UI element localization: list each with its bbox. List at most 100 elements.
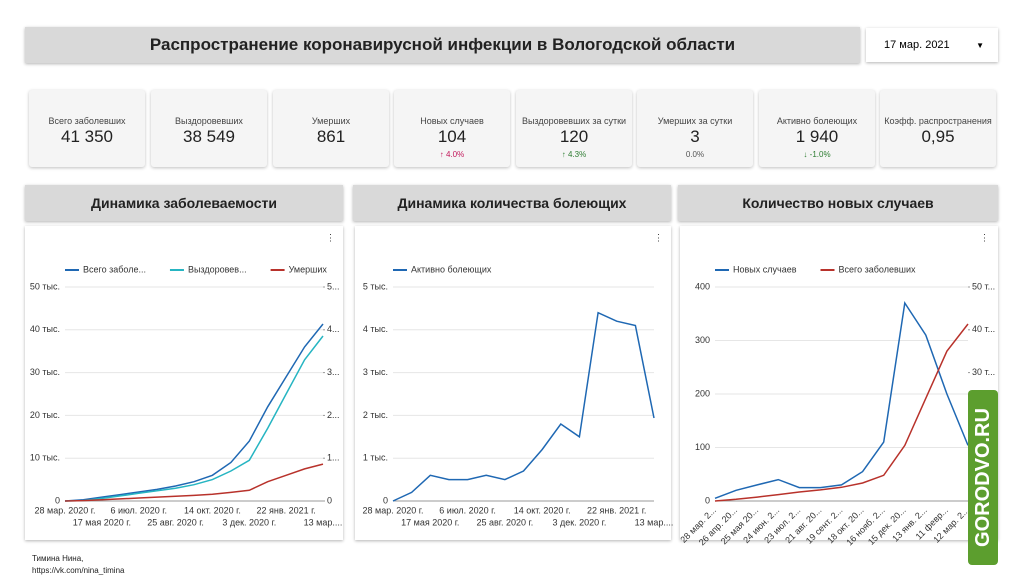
arrow-up: ↑ — [439, 150, 446, 159]
y-tick-label: 200 — [695, 388, 710, 398]
kpi-value: 104 — [437, 127, 467, 146]
date-text: 17 мар. 2021 — [884, 39, 950, 51]
y-tick-label: 20 тыс. — [30, 410, 60, 420]
y2-tick-label: 5... — [327, 281, 340, 291]
y-tick-label: 300 — [695, 335, 710, 345]
y-tick-label: 0 — [55, 495, 60, 505]
legend-label: Новых случаев — [733, 264, 797, 274]
series-line — [714, 300, 969, 500]
legend-label: Выздоровев... — [188, 264, 247, 274]
y-tick-label: 30 тыс. — [30, 367, 60, 377]
y-tick-label: 1 тыс. — [363, 453, 388, 463]
footer-author: Тимина Нина, — [32, 554, 84, 563]
footer: Тимина Нина, https://vk.com/nina_timina — [32, 553, 124, 577]
date-picker[interactable]: 17 мар. 2021 ▼ — [866, 28, 998, 62]
kpi-label: Коэфф. распространения — [884, 116, 992, 126]
delta-text: 4.0% — [446, 150, 465, 159]
kpi-card: Новых случаев 104 ↑ 4.0% — [394, 90, 510, 167]
watermark-box: GORODVO.RU — [968, 390, 998, 565]
x-tick-label: 13 мар.... — [304, 517, 343, 527]
x-tick-label: 17 мая 2020 г. — [73, 517, 131, 527]
x-tick-label: 14 окт. 2020 г. — [184, 505, 241, 515]
series-line — [64, 463, 324, 502]
x-tick-label: 6 июл. 2020 г. — [439, 505, 496, 515]
y2-tick-label: 40 т... — [972, 324, 995, 334]
kpi-delta: 0.0% — [637, 150, 753, 159]
legend-label: Всего заболе... — [83, 264, 146, 274]
series-line — [392, 311, 655, 502]
legend-label: Всего заболевших — [839, 264, 916, 274]
kpi-card: Активно болеющих 1 940 ↓ -1.0% — [759, 90, 875, 167]
footer-link[interactable]: https://vk.com/nina_timina — [32, 566, 125, 575]
y-tick-label: 0 — [705, 495, 710, 505]
kpi-value: 38 549 — [183, 127, 235, 146]
x-tick-label: 25 авг. 2020 г. — [147, 517, 204, 527]
kpi-label: Новых случаев — [420, 116, 484, 126]
kpi-value: 3 — [690, 127, 700, 146]
y-tick-label: 4 тыс. — [363, 324, 388, 334]
dropdown-icon: ▼ — [976, 40, 984, 50]
series-line — [64, 323, 324, 502]
x-tick-label: 25 авг. 2020 г. — [477, 517, 534, 527]
y2-tick-label: 50 т... — [972, 281, 995, 291]
x-tick-label: 22 янв. 2021 г. — [256, 505, 315, 515]
menu-icon[interactable]: ⋮ — [654, 232, 663, 242]
arrow-down: ↓ — [803, 150, 810, 159]
kpi-label: Умерших за сутки — [657, 116, 733, 126]
y-tick-label: 3 тыс. — [363, 367, 388, 377]
y2-tick-label: 4... — [327, 324, 340, 334]
menu-icon[interactable]: ⋮ — [980, 232, 989, 242]
kpi-value: 1 940 — [795, 127, 839, 146]
kpi-value: 41 350 — [61, 127, 113, 146]
y2-tick-label: 2... — [327, 410, 340, 420]
x-tick-label: 3 дек. 2020 г. — [552, 517, 606, 527]
kpi-delta: ↓ -1.0% — [759, 150, 875, 159]
kpi-delta: ↑ 4.0% — [394, 150, 510, 159]
legend-label: Умерших — [289, 264, 328, 274]
delta-text: -1.0% — [809, 150, 831, 159]
y-tick-label: 0 — [383, 495, 388, 505]
kpi-card: Коэфф. распространения 0,95 — [880, 90, 996, 167]
x-tick-label: 22 янв. 2021 г. — [587, 505, 646, 515]
legend-label: Активно болеющих — [411, 264, 492, 274]
kpi-label: Всего заболевших — [48, 116, 126, 126]
watermark: GORODVO.RU — [971, 408, 994, 547]
header-title: Распространение коронавирусной инфекции … — [25, 27, 860, 63]
kpi-label: Активно болеющих — [776, 116, 858, 126]
arrow-up: ↑ — [561, 150, 568, 159]
series-line — [64, 335, 324, 502]
chart-card — [25, 226, 343, 540]
section-title: Динамика заболеваемости — [25, 185, 343, 221]
x-tick-label: 13 мар.... — [635, 517, 674, 527]
section-title: Количество новых случаев — [678, 185, 998, 221]
chart-card — [355, 226, 671, 540]
kpi-value: 861 — [316, 127, 346, 146]
delta-text: 0.0% — [685, 150, 705, 159]
y2-tick-label: 3... — [327, 367, 340, 377]
menu-icon[interactable]: ⋮ — [326, 232, 335, 242]
kpi-value: 120 — [559, 127, 589, 146]
kpi-card: Выздоровевших за сутки 120 ↑ 4.3% — [516, 90, 632, 167]
kpi-value: 0,95 — [921, 127, 955, 146]
series-line — [714, 323, 969, 502]
y-tick-label: 400 — [695, 281, 710, 291]
kpi-label: Выздоровевших за сутки — [521, 116, 627, 126]
kpi-label: Выздоровевших — [175, 116, 243, 126]
y-tick-label: 40 тыс. — [30, 324, 60, 334]
y-tick-label: 5 тыс. — [363, 281, 388, 291]
kpi-card: Выздоровевших 38 549 — [151, 90, 267, 167]
x-tick-label: 3 дек. 2020 г. — [222, 517, 276, 527]
delta-text: 4.3% — [568, 150, 587, 159]
kpi-card: Умерших за сутки 3 0.0% — [637, 90, 753, 167]
y2-tick-label: 1... — [327, 453, 340, 463]
x-tick-label: 6 июл. 2020 г. — [110, 505, 167, 515]
x-tick-label: 14 окт. 2020 г. — [514, 505, 571, 515]
y-tick-label: 2 тыс. — [363, 410, 388, 420]
x-tick-label: 28 мар. 2020 г. — [35, 505, 96, 515]
y-tick-label: 10 тыс. — [30, 453, 60, 463]
x-tick-label: 28 мар. 2020 г. — [363, 505, 424, 515]
kpi-delta: ↑ 4.3% — [516, 150, 632, 159]
x-tick-label: 17 мая 2020 г. — [401, 517, 459, 527]
